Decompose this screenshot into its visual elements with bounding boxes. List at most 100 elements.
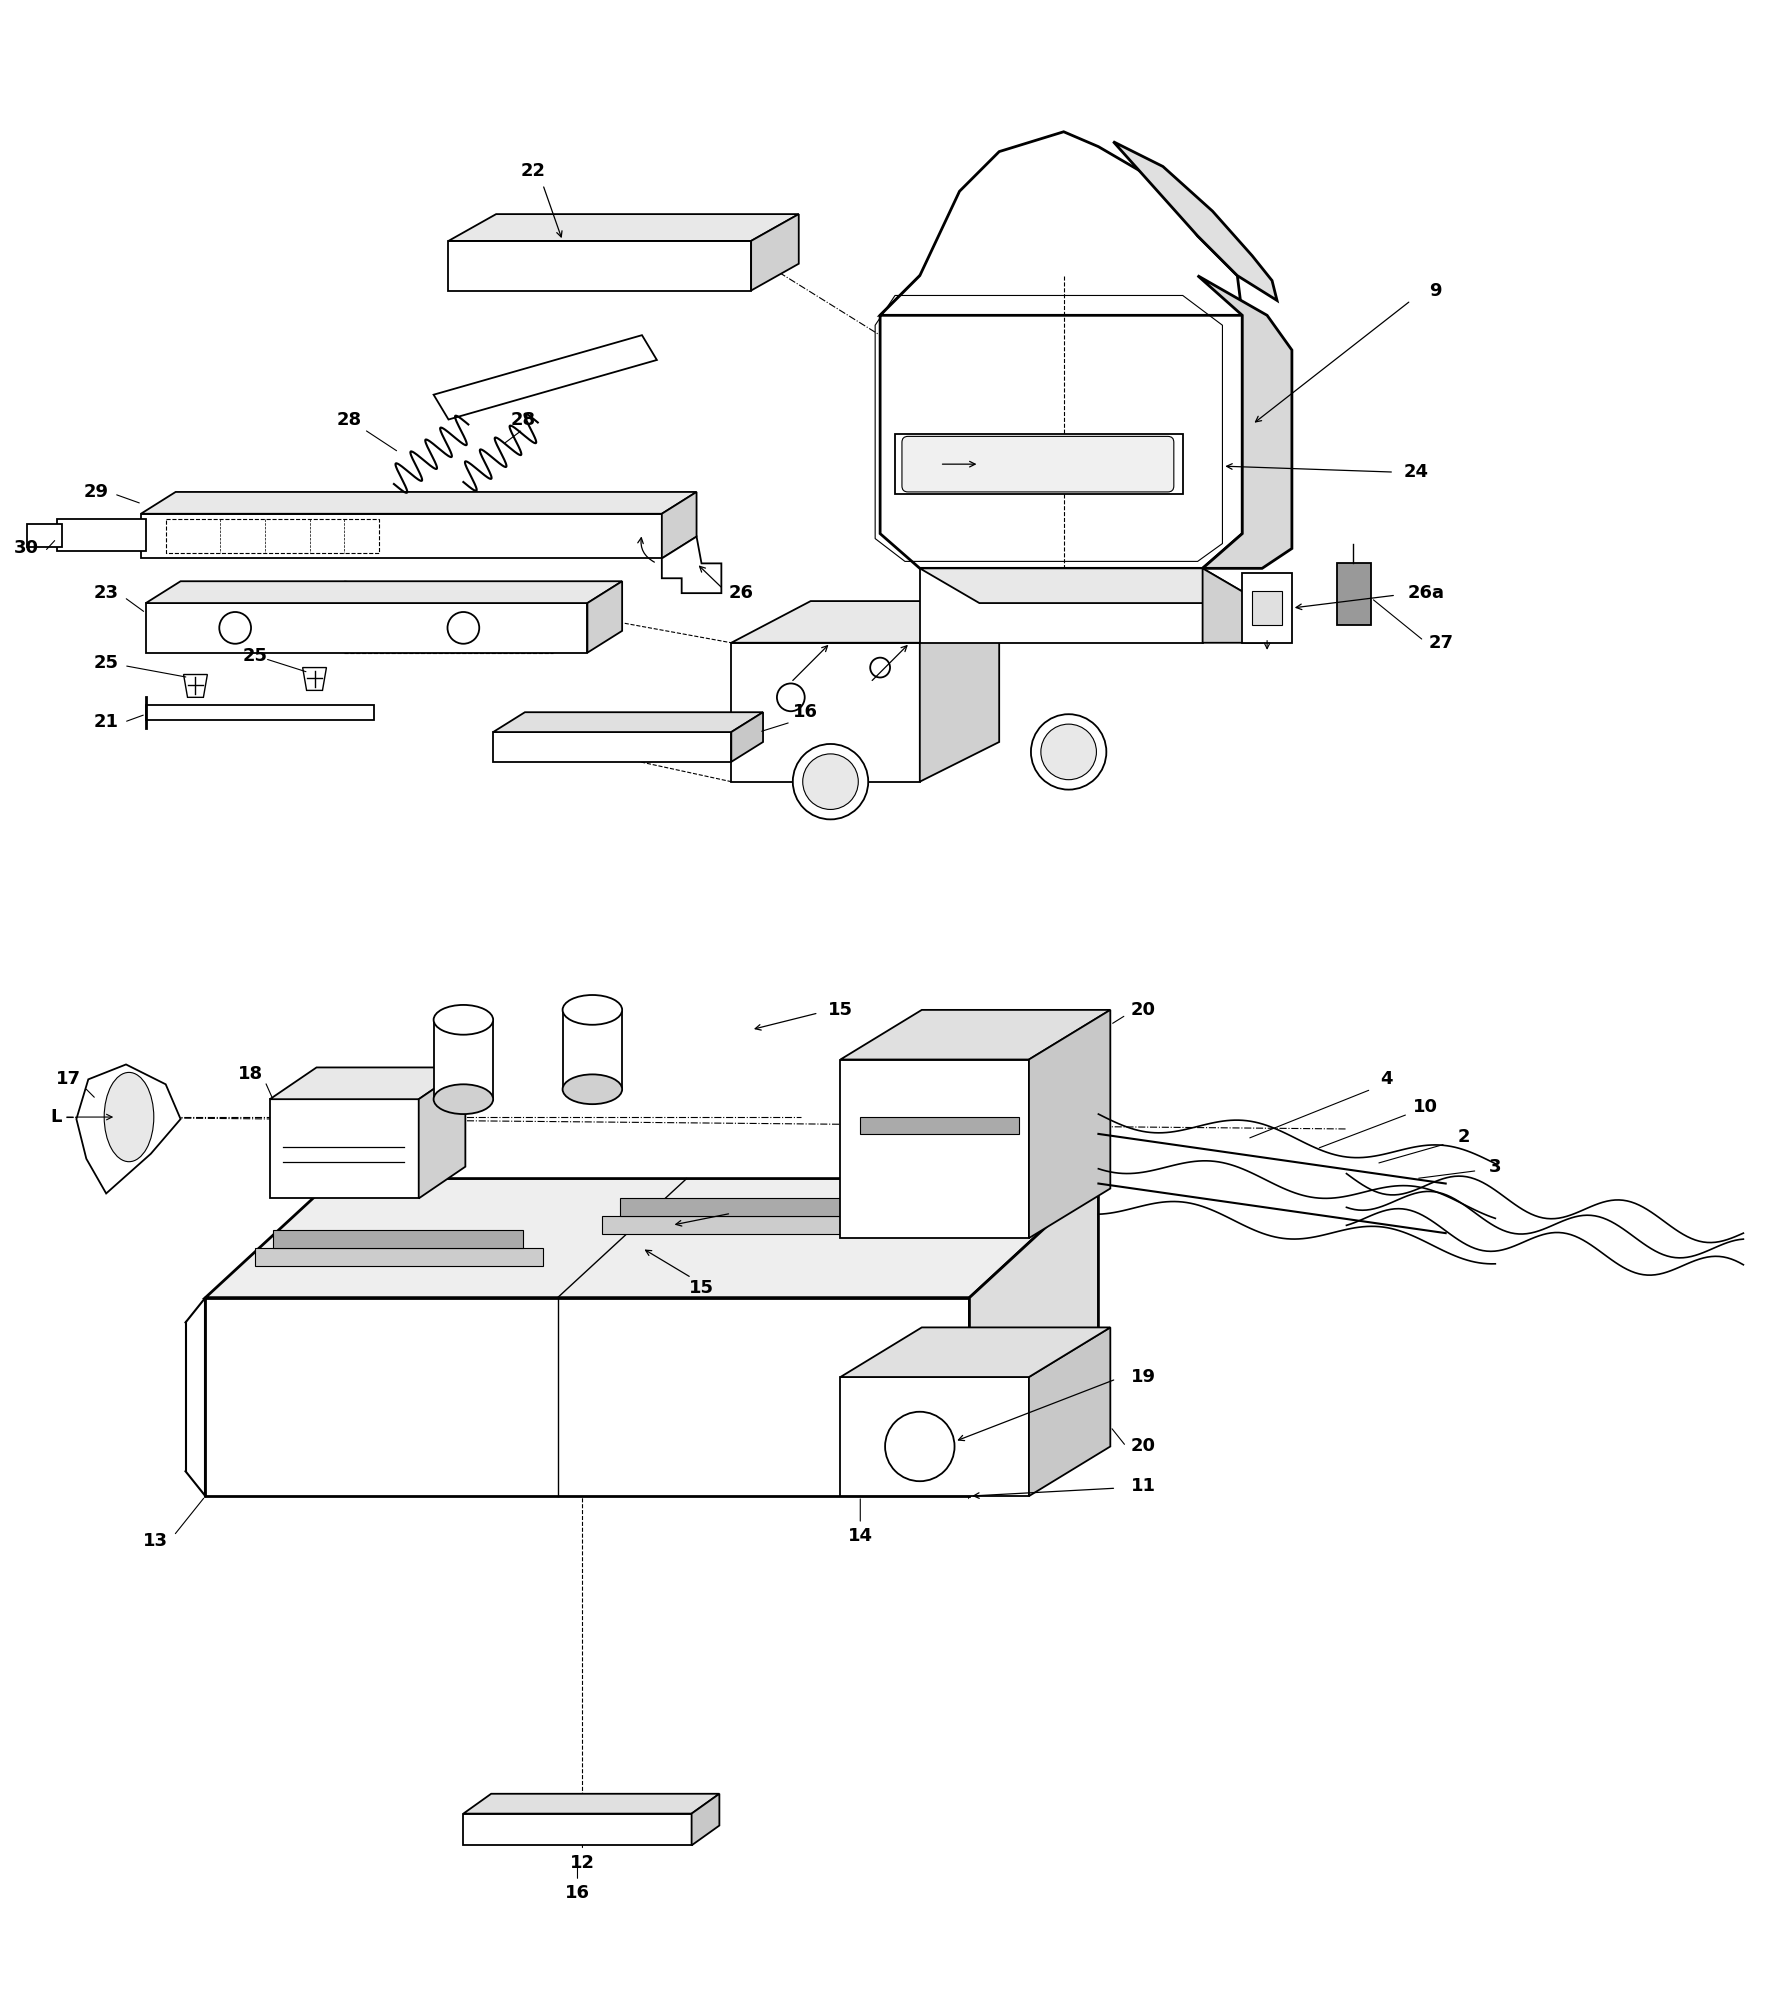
Polygon shape	[433, 1020, 493, 1100]
Text: 26: 26	[729, 584, 754, 602]
Text: 9: 9	[1429, 281, 1442, 299]
Ellipse shape	[104, 1072, 154, 1161]
Polygon shape	[493, 733, 731, 761]
Text: 14: 14	[847, 1526, 872, 1544]
Polygon shape	[602, 1217, 870, 1235]
Text: 19: 19	[1130, 1369, 1155, 1386]
Polygon shape	[840, 1010, 1110, 1060]
Text: 20: 20	[1130, 1438, 1155, 1456]
Polygon shape	[141, 492, 697, 514]
Polygon shape	[1198, 275, 1291, 568]
Text: 2: 2	[1458, 1127, 1470, 1145]
Text: 3: 3	[1488, 1157, 1501, 1175]
Polygon shape	[303, 667, 326, 691]
Polygon shape	[620, 1199, 853, 1217]
Text: 21: 21	[93, 713, 118, 731]
Polygon shape	[464, 1813, 691, 1845]
Ellipse shape	[562, 1074, 621, 1104]
Polygon shape	[145, 582, 621, 604]
Polygon shape	[879, 275, 1243, 568]
Polygon shape	[1202, 568, 1263, 643]
Polygon shape	[921, 602, 999, 781]
Polygon shape	[448, 241, 750, 291]
Circle shape	[1041, 725, 1096, 779]
Polygon shape	[860, 1118, 1019, 1133]
Polygon shape	[1252, 592, 1282, 625]
Text: 16: 16	[564, 1884, 589, 1902]
Text: 12: 12	[570, 1855, 595, 1872]
Polygon shape	[840, 1060, 1030, 1239]
Polygon shape	[493, 713, 763, 733]
Polygon shape	[969, 1179, 1098, 1496]
Polygon shape	[1336, 564, 1372, 625]
Polygon shape	[270, 1068, 466, 1100]
FancyBboxPatch shape	[903, 436, 1173, 492]
Text: 22: 22	[521, 163, 544, 181]
Ellipse shape	[433, 1004, 493, 1034]
Polygon shape	[587, 582, 621, 653]
Text: 30: 30	[14, 540, 39, 558]
Text: 17: 17	[56, 1070, 81, 1088]
Polygon shape	[921, 568, 1202, 643]
Polygon shape	[206, 1179, 1098, 1297]
Polygon shape	[57, 518, 145, 552]
Text: 25: 25	[242, 647, 267, 665]
Text: 4: 4	[1379, 1070, 1392, 1088]
Polygon shape	[419, 1068, 466, 1199]
Circle shape	[448, 612, 480, 643]
Text: 16: 16	[793, 703, 818, 721]
Text: 13: 13	[143, 1532, 168, 1550]
Polygon shape	[27, 524, 61, 546]
Polygon shape	[663, 536, 722, 594]
Polygon shape	[691, 1793, 720, 1845]
Circle shape	[885, 1412, 955, 1482]
Polygon shape	[921, 568, 1263, 604]
Polygon shape	[145, 705, 374, 721]
Circle shape	[777, 683, 804, 711]
Text: 18: 18	[238, 1066, 263, 1084]
Polygon shape	[206, 1297, 969, 1496]
Text: L: L	[50, 1108, 63, 1125]
Circle shape	[219, 612, 251, 643]
Text: 28: 28	[510, 410, 536, 428]
Circle shape	[870, 657, 890, 677]
Circle shape	[1032, 715, 1107, 789]
Polygon shape	[448, 213, 799, 241]
Polygon shape	[433, 335, 657, 420]
Polygon shape	[270, 1100, 419, 1199]
Text: 24: 24	[1404, 462, 1429, 482]
Bar	[167, 518, 380, 554]
Polygon shape	[896, 434, 1182, 494]
Polygon shape	[77, 1064, 181, 1193]
Text: 27: 27	[1427, 633, 1453, 651]
Polygon shape	[141, 514, 663, 558]
Polygon shape	[1030, 1010, 1110, 1239]
Polygon shape	[731, 643, 921, 781]
Polygon shape	[840, 1376, 1030, 1496]
Polygon shape	[840, 1327, 1110, 1376]
Circle shape	[793, 743, 869, 819]
Polygon shape	[145, 604, 587, 653]
Text: 29: 29	[84, 482, 109, 500]
Polygon shape	[562, 1010, 621, 1090]
Text: 11: 11	[1130, 1478, 1155, 1496]
Polygon shape	[183, 675, 208, 697]
Polygon shape	[731, 713, 763, 761]
Polygon shape	[1243, 574, 1291, 643]
Text: 26a: 26a	[1408, 584, 1444, 602]
Text: 15: 15	[690, 1279, 715, 1297]
Polygon shape	[731, 602, 999, 643]
Polygon shape	[1030, 1327, 1110, 1496]
Text: 23: 23	[93, 584, 118, 602]
Polygon shape	[254, 1249, 543, 1265]
Text: 10: 10	[1413, 1098, 1438, 1116]
Text: 20: 20	[1130, 1000, 1155, 1018]
Ellipse shape	[562, 996, 621, 1024]
Polygon shape	[663, 492, 697, 558]
Circle shape	[802, 753, 858, 809]
Polygon shape	[1114, 141, 1277, 301]
Text: 15: 15	[827, 1000, 853, 1018]
Text: 25: 25	[93, 653, 118, 671]
Polygon shape	[272, 1231, 523, 1249]
Polygon shape	[464, 1793, 720, 1813]
